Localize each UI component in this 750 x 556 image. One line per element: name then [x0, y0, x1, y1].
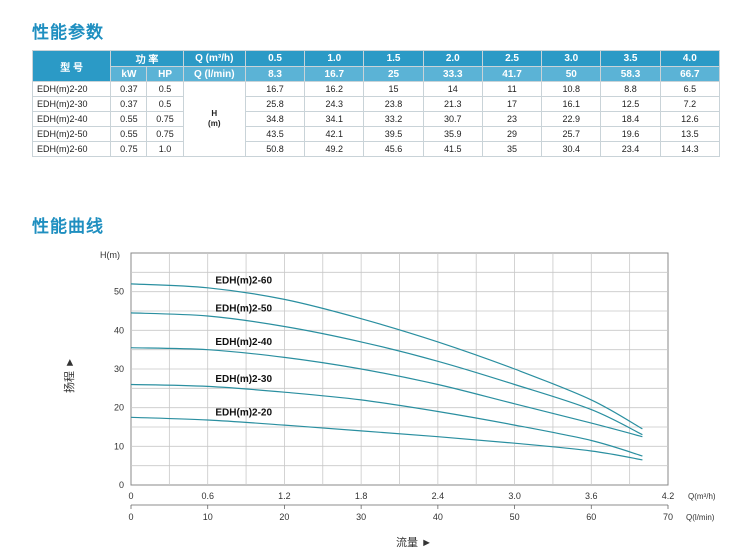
x2-tick-label: 0	[128, 512, 133, 522]
y-axis-top-label: H(m)	[100, 250, 120, 260]
curve-label: EDH(m)2-60	[215, 275, 272, 286]
x2-tick-label: 70	[663, 512, 673, 522]
x-tick-label: 0	[128, 491, 133, 501]
q-m3h-header: Q (m³/h)	[182, 50, 246, 67]
table-row: EDH(m)2-30 0.37 0.5 25.8 24.3 23.8 21.3 17 16.1 1…	[31, 96, 721, 112]
curve-label: EDH(m)2-50	[215, 304, 272, 315]
q-lmin-header: Q (l/min)	[182, 66, 246, 82]
y-tick-label: 0	[119, 480, 124, 490]
q-lmin-value: 25	[363, 66, 424, 82]
head-value-cell: 23.4	[600, 141, 661, 157]
head-value-cell: 14.3	[659, 141, 721, 157]
x2-tick-label: 60	[586, 512, 596, 522]
x2-tick-label: 50	[510, 512, 520, 522]
q-lmin-value: 50	[541, 66, 602, 82]
head-value-cell: 30.4	[541, 141, 602, 157]
q-m3h-value: 3.5	[600, 50, 661, 67]
head-value-cell: 35	[481, 141, 543, 157]
x-tick-label: 0.6	[201, 491, 214, 501]
y-tick-label: 40	[114, 325, 124, 335]
q-m3h-value: 2.5	[481, 50, 543, 67]
curve-edhm2-60	[130, 283, 643, 430]
x-axis-label: 流量 ►	[396, 535, 432, 549]
curve-label: EDH(m)2-30	[215, 374, 272, 385]
q-lmin-value: 16.7	[304, 66, 365, 82]
x-tick-label: 2.4	[432, 491, 445, 501]
hp-cell: 0.5	[146, 96, 184, 112]
kw-header: kW	[110, 66, 148, 82]
x-tick-label: 1.8	[355, 491, 368, 501]
q-m3h-value: 1.0	[304, 50, 365, 67]
q-lmin-value: 41.7	[481, 66, 543, 82]
x-tick-label: 1.2	[278, 491, 291, 501]
curve-label: EDH(m)2-40	[215, 337, 272, 348]
hp-header: HP	[146, 66, 184, 82]
x2-tick-label: 40	[433, 512, 443, 522]
power-header: 功 率	[110, 50, 184, 67]
h-label: H	[211, 109, 218, 118]
x-axis-unit-lmin: Q(l/min)	[686, 513, 715, 522]
table-row: EDH(m)2-50 0.55 0.75 43.5 42.1 39.5 35.9 29 25.7…	[31, 126, 721, 142]
x-tick-label: 4.2	[662, 491, 675, 501]
q-m3h-value: 1.5	[363, 50, 424, 67]
x2-tick-label: 10	[203, 512, 213, 522]
q-m3h-value: 4.0	[659, 50, 721, 67]
curve-label: EDH(m)2-20	[215, 408, 272, 419]
table-row: EDH(m)2-20 0.37 0.5 H (m) 16.7 16.2 15 14 11 10.8 8…	[31, 81, 721, 157]
y-tick-label: 30	[114, 364, 124, 374]
x-tick-label: 3.6	[585, 491, 598, 501]
head-value-cell: 50.8	[244, 141, 306, 157]
model-cell: EDH(m)2-60	[31, 141, 112, 157]
curve-edhm2-40	[130, 347, 643, 438]
x2-tick-label: 30	[356, 512, 366, 522]
y-tick-label: 20	[114, 403, 124, 413]
curve-edhm2-30	[130, 383, 643, 457]
x2-tick-label: 20	[279, 512, 289, 522]
y-axis-label: 扬程 ►	[62, 357, 76, 393]
q-lmin-value: 58.3	[600, 66, 661, 82]
y-tick-label: 50	[114, 287, 124, 297]
performance-table: 型 号 功 率 Q (m³/h) 0.5 1.0 1.5 2.0 2.5 3.0…	[31, 50, 721, 157]
x-tick-label: 3.0	[508, 491, 521, 501]
x-axis-unit-m3h: Q(m³/h)	[688, 492, 716, 501]
performance-params-title: 性能参数	[32, 23, 104, 43]
curve-edhm2-20	[130, 416, 643, 461]
hp-cell: 1.0	[146, 141, 184, 157]
h-label-cell: H (m)	[182, 81, 246, 157]
performance-curve-title: 性能曲线	[32, 217, 104, 237]
y-tick-label: 10	[114, 441, 124, 451]
h-unit-label: (m)	[208, 119, 221, 128]
table-row: EDH(m)2-60 0.75 1.0 50.8 49.2 45.6 41.5 35 30.4 2…	[31, 141, 721, 157]
q-m3h-value: 2.0	[422, 50, 483, 67]
curve-edhm2-50	[130, 312, 643, 436]
